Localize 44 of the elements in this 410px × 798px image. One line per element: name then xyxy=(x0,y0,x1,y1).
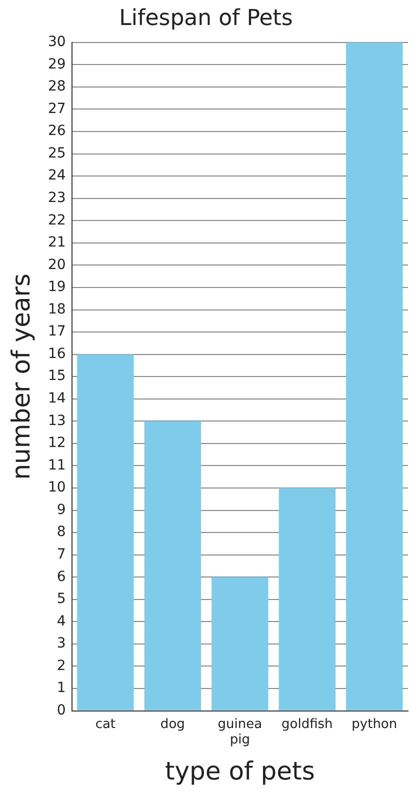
bar xyxy=(77,354,134,710)
y-axis-title: number of years xyxy=(6,273,36,480)
x-tick-label: guinea pig xyxy=(218,716,262,748)
bar xyxy=(212,577,268,710)
y-tick-label: 29 xyxy=(48,56,66,72)
y-tick-label: 11 xyxy=(48,457,66,474)
y-tick-label: 0 xyxy=(56,702,66,718)
y-tick-label: 21 xyxy=(48,234,66,251)
y-tick-label: 6 xyxy=(56,568,66,585)
y-tick-label: 28 xyxy=(48,78,66,95)
y-tick-label: 8 xyxy=(56,524,66,540)
y-tick-label: 30 xyxy=(48,34,66,50)
y-tick-label: 22 xyxy=(48,212,66,228)
y-tick-label: 3 xyxy=(56,636,66,652)
y-tick-label: 1 xyxy=(56,680,66,696)
y-tick-label: 24 xyxy=(48,168,66,184)
y-tick-label: 12 xyxy=(48,435,66,452)
x-tick-label: dog xyxy=(160,716,185,732)
bar xyxy=(346,42,403,710)
y-tick-label: 17 xyxy=(48,324,66,340)
y-tick-label: 26 xyxy=(48,123,66,140)
y-tick-label: 23 xyxy=(48,190,66,206)
x-tick-label: cat xyxy=(95,716,116,732)
y-tick-label: 18 xyxy=(48,301,66,318)
bar xyxy=(144,421,202,710)
y-tick-label: 25 xyxy=(48,145,66,162)
x-axis-title: type of pets xyxy=(164,756,315,786)
x-tick-label: goldfish xyxy=(282,716,333,732)
chart-title: Lifespan of Pets xyxy=(119,6,293,31)
y-tick-label: 9 xyxy=(56,502,66,518)
y-tick-label: 13 xyxy=(48,412,66,429)
y-tick-label: 2 xyxy=(56,658,66,674)
bar xyxy=(278,488,336,710)
y-tick-label: 14 xyxy=(48,390,66,407)
y-tick-label: 19 xyxy=(48,279,66,296)
y-tick-label: 10 xyxy=(48,480,66,496)
y-tick-label: 15 xyxy=(48,368,66,384)
y-tick-label: 7 xyxy=(56,546,66,562)
y-tick-label: 5 xyxy=(56,591,66,608)
x-tick-label: python xyxy=(352,716,398,732)
y-tick-label: 16 xyxy=(48,346,66,362)
y-tick-label: 4 xyxy=(56,613,66,630)
y-tick-label: 20 xyxy=(48,256,66,273)
y-tick-label: 27 xyxy=(48,100,66,117)
